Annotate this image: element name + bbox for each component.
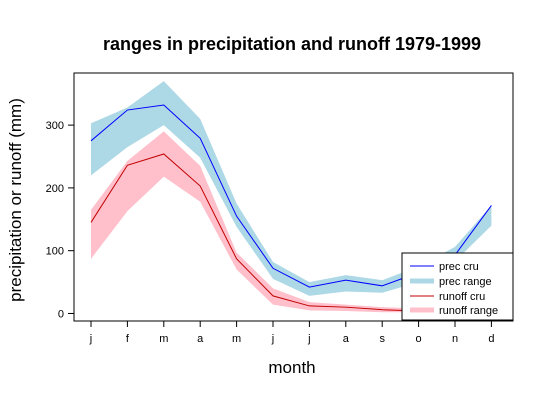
x-tick-label: a	[343, 333, 350, 345]
x-tick-label: s	[379, 333, 385, 345]
legend: prec cru prec range runoff cru runoff ra…	[401, 252, 514, 321]
x-tick-label: j	[271, 333, 274, 345]
y-tick-label: 300	[46, 120, 64, 132]
x-tick-label: a	[197, 333, 204, 345]
x-tick-label: f	[126, 333, 130, 345]
y-axis: 0 100 200 300	[46, 120, 74, 320]
legend-label-runoff-cru: runoff cru	[439, 291, 485, 303]
x-tick-label: j	[89, 333, 92, 345]
legend-label-runoff-range: runoff range	[439, 305, 498, 317]
band-runoff-range	[91, 131, 492, 313]
band-layer	[91, 81, 492, 313]
x-tick-label: d	[488, 333, 494, 345]
x-axis-title: month	[268, 358, 315, 377]
x-tick-label: j	[307, 333, 310, 345]
legend-label-prec-cru: prec cru	[439, 261, 479, 273]
x-tick-label: m	[232, 333, 241, 345]
x-tick-label: m	[159, 333, 168, 345]
x-tick-label: o	[416, 333, 422, 345]
y-tick-label: 100	[46, 246, 64, 258]
band-prec-range	[91, 81, 492, 296]
x-tick-label: n	[452, 333, 458, 345]
y-axis-title: precipitation or runoff (mm)	[6, 98, 25, 302]
chart-title: ranges in precipitation and runoff 1979-…	[103, 34, 481, 54]
y-tick-label: 200	[46, 183, 64, 195]
plot-frame	[73, 72, 514, 322]
y-tick-label: 0	[58, 308, 64, 320]
legend-label-prec-range: prec range	[439, 276, 492, 288]
